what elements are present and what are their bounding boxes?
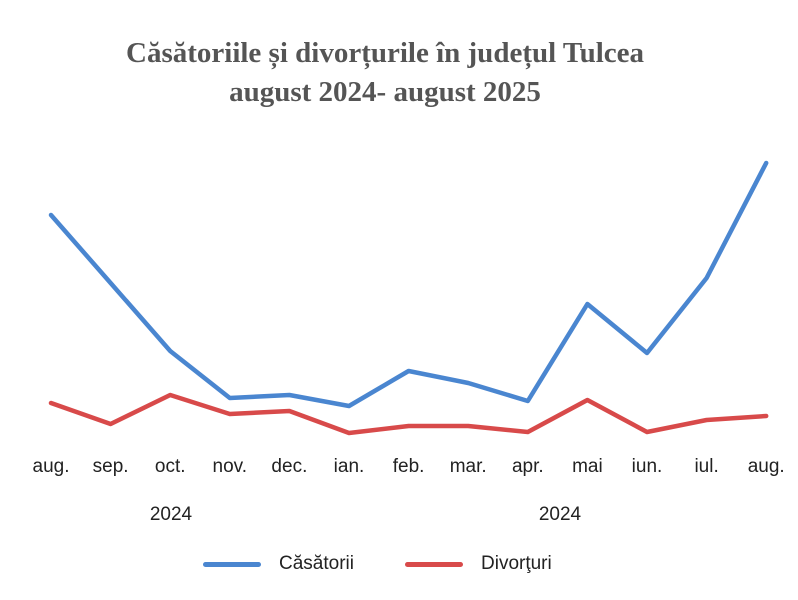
legend-label-divorturi: Divorţuri bbox=[481, 553, 552, 574]
x-tick-label: mar. bbox=[449, 456, 487, 477]
year-label-left: 2024 bbox=[149, 504, 193, 525]
year-label-right: 2024 bbox=[538, 504, 582, 525]
x-tick-label: nov. bbox=[212, 456, 248, 477]
x-tick-label: apr. bbox=[511, 456, 544, 477]
x-tick-label: aug. bbox=[747, 456, 785, 477]
legend-swatch-red-icon bbox=[405, 561, 463, 567]
x-tick-label: oct. bbox=[154, 456, 186, 477]
legend-item-divorturi: Divorţuri bbox=[405, 553, 552, 575]
x-tick-label: sep. bbox=[92, 456, 129, 477]
series-line-divorturi bbox=[48, 392, 769, 436]
x-tick-label: mai bbox=[572, 456, 603, 477]
x-tick-label: dec. bbox=[271, 456, 308, 477]
series-line-casatorii bbox=[48, 160, 769, 409]
chart-subtitle: august 2024- august 2025 bbox=[229, 76, 541, 108]
x-tick-label: iul. bbox=[694, 456, 719, 477]
legend-item-casatorii: Căsătorii bbox=[203, 553, 354, 575]
x-tick-label: aug. bbox=[32, 456, 70, 477]
legend-label-casatorii: Căsătorii bbox=[279, 553, 354, 574]
legend-swatch-blue-icon bbox=[203, 561, 261, 567]
x-tick-label: iun. bbox=[631, 456, 663, 477]
x-tick-label: ian. bbox=[333, 456, 365, 477]
chart-title: Căsătoriile și divorțurile în județul Tu… bbox=[126, 37, 644, 69]
x-tick-label: feb. bbox=[392, 456, 425, 477]
